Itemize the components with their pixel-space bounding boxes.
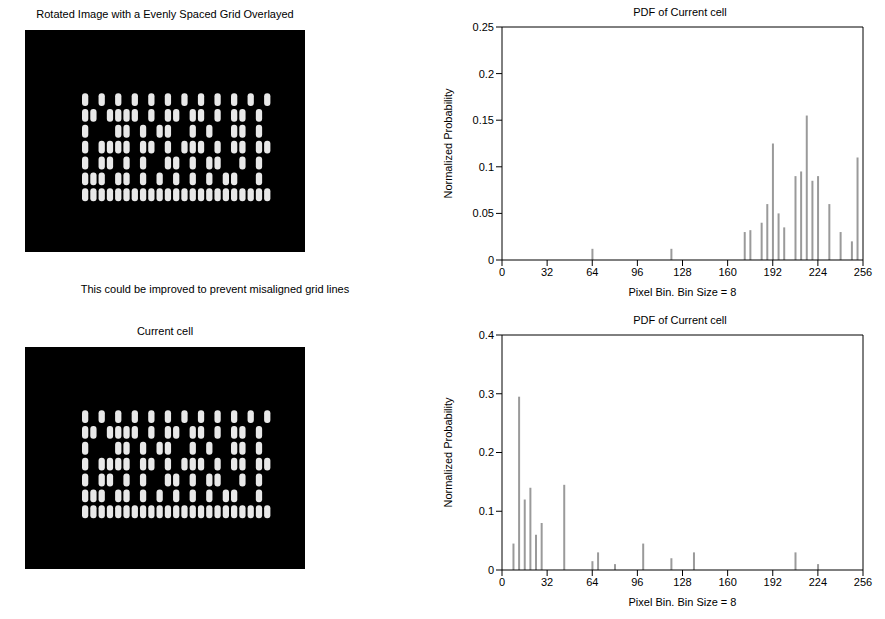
svg-text:128: 128 bbox=[673, 576, 691, 588]
svg-text:160: 160 bbox=[718, 576, 736, 588]
svg-text:256: 256 bbox=[854, 266, 872, 278]
svg-text:96: 96 bbox=[631, 266, 643, 278]
svg-text:160: 160 bbox=[718, 266, 736, 278]
svg-text:Pixel Bin. Bin Size = 8: Pixel Bin. Bin Size = 8 bbox=[629, 286, 737, 298]
svg-text:32: 32 bbox=[541, 266, 553, 278]
svg-text:0.3: 0.3 bbox=[479, 388, 494, 400]
html-text:This could be improved to prev: This could be improved to prevent misali… bbox=[80, 283, 350, 295]
svg-text:96: 96 bbox=[631, 576, 643, 588]
svg-text:224: 224 bbox=[809, 266, 827, 278]
svg-text:0.15: 0.15 bbox=[473, 114, 494, 126]
svg-text:256: 256 bbox=[854, 576, 872, 588]
svg-text:Normalized Probability: Normalized Probability bbox=[442, 88, 454, 199]
svg-text:128: 128 bbox=[673, 266, 691, 278]
svg-text:0.1: 0.1 bbox=[479, 161, 494, 173]
svg-text:0: 0 bbox=[488, 564, 494, 576]
svg-text:0.05: 0.05 bbox=[473, 207, 494, 219]
svg-text:64: 64 bbox=[586, 576, 598, 588]
svg-text:0.4: 0.4 bbox=[479, 330, 494, 341]
svg-text:Normalized Probability: Normalized Probability bbox=[442, 397, 454, 508]
html-text:PDF of Current cell: PDF of Current cell bbox=[633, 314, 727, 326]
svg-text:Pixel Bin. Bin Size = 8: Pixel Bin. Bin Size = 8 bbox=[629, 596, 737, 608]
svg-text:224: 224 bbox=[809, 576, 827, 588]
svg-text:0.2: 0.2 bbox=[479, 68, 494, 80]
html-text:Rotated Image with a Evenly Sp: Rotated Image with a Evenly Spaced Grid … bbox=[36, 8, 294, 20]
svg-text:0.2: 0.2 bbox=[479, 446, 494, 458]
svg-text:192: 192 bbox=[764, 266, 782, 278]
html-text:PDF of Current cell: PDF of Current cell bbox=[633, 6, 727, 18]
svg-text:32: 32 bbox=[541, 576, 553, 588]
html-text:Current cell: Current cell bbox=[136, 325, 194, 337]
svg-text:0: 0 bbox=[488, 254, 494, 266]
svg-text:0: 0 bbox=[499, 576, 505, 588]
svg-text:0: 0 bbox=[499, 266, 505, 278]
svg-text:192: 192 bbox=[764, 576, 782, 588]
svg-text:0.1: 0.1 bbox=[479, 505, 494, 517]
svg-text:64: 64 bbox=[586, 266, 598, 278]
svg-text:0.25: 0.25 bbox=[473, 22, 494, 33]
